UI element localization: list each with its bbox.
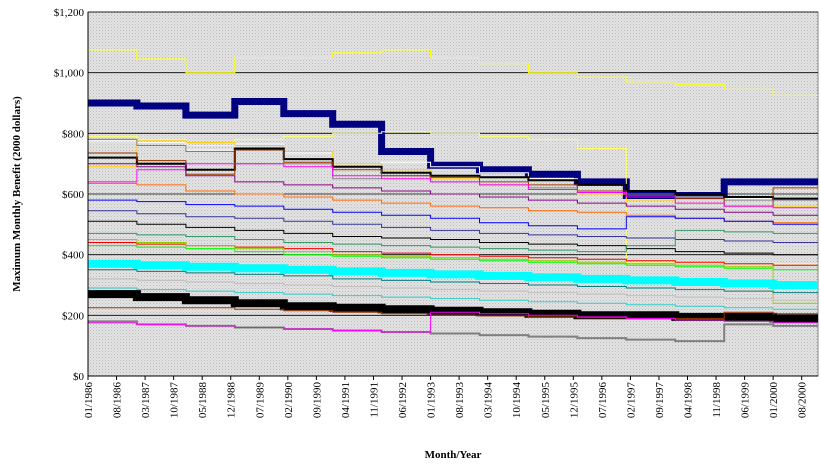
x-axis-ticks: 01/1986 08/1986 03/1987 10/1987 05/1988 12/19… — [83, 376, 809, 418]
y-tick-label: $600 — [62, 189, 85, 201]
x-tick-label: 04/1991 — [340, 382, 352, 418]
series-line — [88, 307, 818, 319]
series-line — [88, 163, 818, 216]
x-tick-label: 07/1996 — [597, 382, 609, 419]
series-line — [88, 131, 818, 265]
series-line — [88, 239, 818, 304]
x-tick-label: 07/1989 — [254, 382, 266, 419]
series-line — [88, 259, 818, 289]
x-tick-label: 05/1995 — [540, 382, 552, 419]
series-layer — [88, 49, 818, 343]
x-tick-label: 06/1999 — [740, 382, 752, 419]
series-line — [88, 290, 818, 323]
x-tick-label: 09/1990 — [311, 382, 323, 419]
y-axis-label: Maximum Monthly Benefit (2000 dollars) — [11, 96, 23, 292]
x-tick-label: 10/1987 — [169, 382, 181, 419]
x-tick-label: 08/1986 — [112, 382, 124, 419]
series-line — [88, 49, 818, 96]
y-tick-label: $400 — [62, 250, 85, 262]
series-line — [88, 278, 818, 301]
x-tick-label: 06/1992 — [397, 382, 409, 418]
series-line — [88, 163, 818, 209]
x-tick-label: 10/1994 — [511, 382, 523, 419]
x-tick-label: 01/1993 — [426, 382, 438, 419]
y-tick-label: $1,000 — [54, 68, 85, 80]
x-tick-label: 12/1995 — [568, 382, 580, 419]
series-line — [88, 210, 818, 243]
x-tick-label: 01/2000 — [768, 382, 780, 419]
y-axis-ticks: $0 $200 $400 $600 $800 $1,000 $1,200 — [54, 7, 85, 383]
series-line — [88, 140, 818, 201]
x-tick-label: 02/1990 — [283, 382, 295, 419]
series-line — [88, 147, 818, 200]
x-tick-label: 08/1993 — [454, 382, 466, 419]
series-line — [88, 229, 818, 253]
y-tick-label: $1,200 — [54, 7, 85, 19]
x-tick-label: 11/1991 — [368, 382, 380, 418]
x-tick-label: 12/1988 — [226, 382, 238, 419]
x-tick-label: 11/1998 — [711, 382, 723, 418]
x-tick-label: 08/2000 — [797, 382, 809, 419]
series-line — [88, 269, 818, 294]
x-tick-label: 03/1994 — [483, 382, 495, 419]
x-tick-label: 05/1988 — [197, 382, 209, 419]
y-tick-label: $0 — [73, 371, 85, 383]
x-tick-label: 04/1998 — [682, 382, 694, 419]
x-tick-label: 03/1987 — [140, 382, 152, 419]
x-tick-label: 01/1986 — [83, 382, 95, 419]
y-tick-label: $800 — [62, 128, 85, 140]
series-line — [88, 199, 818, 230]
y-tick-label: $200 — [62, 310, 85, 322]
series-line — [88, 311, 818, 333]
x-axis-label: Month/Year — [425, 449, 482, 461]
x-tick-label: 02/1997 — [625, 382, 637, 419]
series-line — [88, 245, 818, 271]
series-line — [88, 220, 818, 256]
x-tick-label: 09/1997 — [654, 382, 666, 419]
series-line — [88, 149, 818, 207]
series-line — [88, 287, 818, 310]
